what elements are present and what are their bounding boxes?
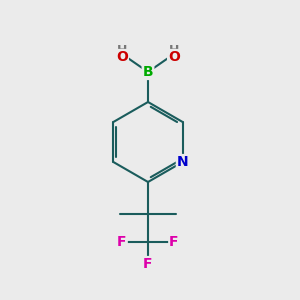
Text: F: F — [169, 235, 179, 249]
Text: O: O — [168, 50, 180, 64]
Text: O: O — [116, 50, 128, 64]
Text: B: B — [143, 65, 153, 79]
Text: F: F — [117, 235, 127, 249]
Text: F: F — [143, 257, 153, 271]
Text: H: H — [169, 44, 179, 56]
Text: H: H — [117, 44, 127, 56]
Text: N: N — [177, 155, 188, 169]
